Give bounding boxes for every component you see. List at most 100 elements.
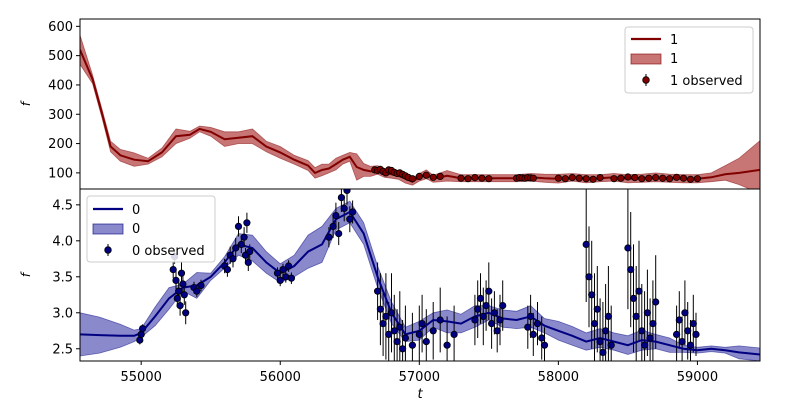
observation-point <box>646 334 654 342</box>
observation-point <box>638 175 646 183</box>
observation-point <box>624 173 632 181</box>
observation-point <box>601 327 610 335</box>
y-tick-label: 4.0 <box>52 234 73 249</box>
observation-point <box>396 323 404 331</box>
observation-point <box>325 233 333 241</box>
observation-point <box>197 281 205 289</box>
observation-point <box>429 173 437 181</box>
observation-point <box>485 175 493 183</box>
observation-point <box>568 174 576 182</box>
observation-point <box>471 174 479 182</box>
observation-point <box>179 280 187 288</box>
observation-point <box>610 175 618 183</box>
bottom-y-axis: 2.5 3.0 3.5 4.0 4.5 <box>52 198 80 357</box>
bottom-legend-label-band: 0 <box>132 222 140 237</box>
observation-point <box>652 174 660 182</box>
observation-point <box>533 319 542 328</box>
y-tick-label: 2.5 <box>52 342 73 357</box>
bottom-uncertainty-band <box>80 200 760 361</box>
observation-point <box>422 171 430 179</box>
observation-point <box>627 265 635 274</box>
observation-point <box>672 173 681 181</box>
observation-point <box>589 175 597 183</box>
top-observations <box>371 165 702 183</box>
x-tick-label: 56000 <box>260 370 301 385</box>
observation-point <box>193 287 201 295</box>
y-tick-label: 300 <box>48 108 73 123</box>
bottom-panel: 2.5 3.0 3.5 4.0 4.5 55000 56000 57000 58000 5900… <box>19 188 761 400</box>
observation-point <box>346 215 354 223</box>
y-tick-label: 600 <box>48 20 73 35</box>
observation-point <box>415 330 423 338</box>
observation-point <box>640 341 649 349</box>
observation-point <box>596 337 604 346</box>
observation-point <box>244 258 252 266</box>
top-uncertainty-band <box>80 34 760 189</box>
observation-point <box>499 301 507 310</box>
observation-point <box>382 312 390 320</box>
observation-point <box>393 337 401 346</box>
observation-point <box>422 337 430 346</box>
observation-point <box>180 291 188 299</box>
top-y-label: f <box>19 100 33 106</box>
observation-point <box>335 230 343 238</box>
observation-point <box>343 189 351 194</box>
observation-point <box>390 327 398 335</box>
observation-point <box>182 309 190 317</box>
bottom-legend-label-observed: 0 observed <box>132 244 205 259</box>
observation-point <box>679 174 688 182</box>
x-tick-label: 55000 <box>121 370 162 385</box>
observation-point <box>529 174 537 182</box>
top-legend-label-observed: 1 observed <box>670 74 743 89</box>
observation-point <box>457 174 465 182</box>
observation-point <box>582 240 590 248</box>
observation-point <box>172 276 180 284</box>
y-tick-label: 3.5 <box>52 270 73 285</box>
observation-point <box>408 341 416 349</box>
top-legend-label-mean: 1 <box>670 33 678 48</box>
bottom-y-label: f <box>19 271 33 277</box>
observation-point <box>599 348 607 356</box>
observation-point <box>582 175 590 183</box>
observation-point <box>593 305 601 313</box>
observation-point <box>672 330 681 338</box>
observation-point <box>373 287 382 295</box>
bottom-legend-band-swatch <box>92 223 124 235</box>
observation-point <box>415 172 423 180</box>
observation-point <box>175 287 183 295</box>
x-tick-label: 59000 <box>677 370 718 385</box>
observation-point <box>617 174 625 182</box>
observation-point <box>692 330 700 338</box>
bottom-legend-label-mean: 0 <box>132 203 140 218</box>
observation-point <box>588 291 596 299</box>
observation-point <box>243 219 251 227</box>
observation-point <box>398 345 407 353</box>
observation-point <box>631 174 639 182</box>
bottom-legend: 0 0 0 observed <box>86 195 216 263</box>
observation-point <box>487 319 496 328</box>
observation-point <box>337 194 345 202</box>
observation-point <box>348 208 357 216</box>
observation-point <box>635 287 643 295</box>
observation-point <box>139 324 147 333</box>
observation-point <box>485 287 493 295</box>
observation-point <box>476 294 485 302</box>
bottom-observations <box>136 189 700 356</box>
top-legend-label-band: 1 <box>670 52 678 67</box>
y-tick-label: 4.5 <box>52 198 73 213</box>
bottom-legend-point-swatch <box>104 246 112 254</box>
observation-point <box>675 316 683 324</box>
observation-point <box>681 309 689 317</box>
observation-point <box>443 341 451 349</box>
observation-point <box>287 274 295 282</box>
bottom-x-axis: 55000 56000 57000 58000 59000 <box>121 361 718 385</box>
observation-point <box>482 301 490 310</box>
observation-point <box>436 172 444 180</box>
observation-point <box>471 316 479 324</box>
observation-point <box>429 327 437 335</box>
observation-point <box>450 330 458 338</box>
observation-point <box>649 319 657 328</box>
observation-point <box>332 212 340 220</box>
observation-point <box>173 294 181 302</box>
observation-point <box>376 305 384 313</box>
